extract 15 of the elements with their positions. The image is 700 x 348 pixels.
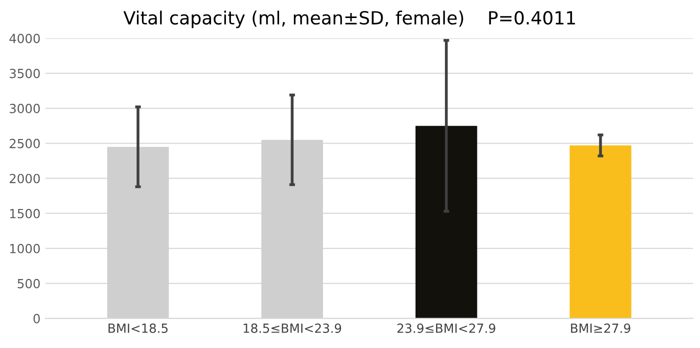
y-tick-label: 2500 bbox=[10, 138, 40, 148]
x-tick-label: BMI<18.5 bbox=[108, 324, 168, 333]
y-tick-label: 2000 bbox=[10, 174, 40, 184]
x-tick-label: BMI≥27.9 bbox=[571, 324, 630, 333]
y-tick-label: 1000 bbox=[10, 244, 40, 254]
chart-title: Vital capacity (ml, mean±SD, female) bbox=[123, 10, 464, 28]
y-tick-label: 3000 bbox=[10, 104, 40, 114]
x-tick-label: 18.5≤BMI<23.9 bbox=[244, 324, 342, 333]
text: P=0.4011 bbox=[489, 10, 575, 25]
y-tick-label: 1500 bbox=[10, 208, 40, 218]
x-tick-label: 23.9≤BMI<27.9 bbox=[397, 324, 496, 333]
y-tick-label: 4000 bbox=[9, 34, 40, 44]
y-tick-label: 3500 bbox=[10, 68, 40, 78]
y-tick-label: 500 bbox=[18, 278, 40, 288]
y-tick-label: 0 bbox=[34, 314, 40, 324]
